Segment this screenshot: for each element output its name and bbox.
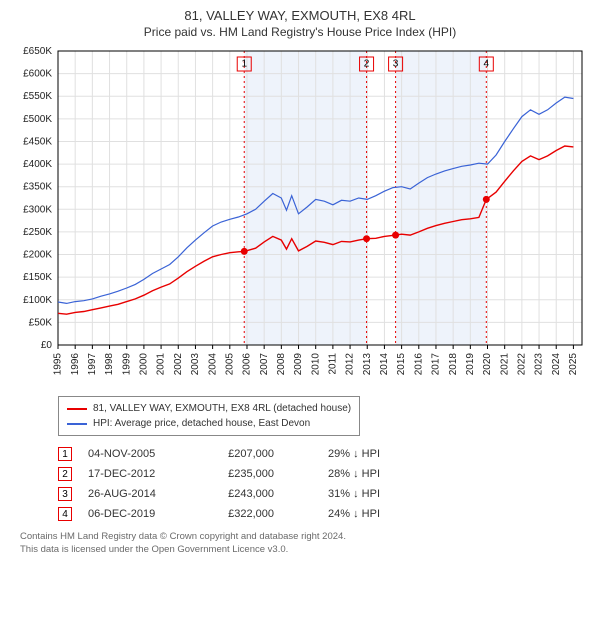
svg-text:2004: 2004: [207, 353, 218, 376]
svg-text:2001: 2001: [156, 353, 167, 376]
svg-text:2008: 2008: [276, 353, 287, 376]
sales-table: 1 04-NOV-2005 £207,000 29% ↓ HPI 2 17-DEC-201…: [58, 444, 590, 524]
title-line-1: 81, VALLEY WAY, EXMOUTH, EX8 4RL: [10, 8, 590, 23]
svg-text:£600K: £600K: [23, 69, 52, 80]
svg-text:£500K: £500K: [23, 114, 52, 125]
svg-text:2012: 2012: [345, 353, 356, 376]
svg-text:2009: 2009: [293, 353, 304, 376]
sale-diff: 28% ↓ HPI: [290, 468, 380, 480]
sale-marker: 1: [58, 447, 72, 461]
svg-text:2011: 2011: [328, 353, 339, 375]
legend-swatch: [67, 408, 87, 410]
legend-item: 81, VALLEY WAY, EXMOUTH, EX8 4RL (detach…: [67, 401, 351, 416]
svg-text:£650K: £650K: [23, 46, 52, 57]
svg-text:£0: £0: [41, 340, 53, 351]
sale-row: 2 17-DEC-2012 £235,000 28% ↓ HPI: [58, 464, 590, 484]
legend-label: 81, VALLEY WAY, EXMOUTH, EX8 4RL (detach…: [93, 401, 351, 416]
svg-text:2002: 2002: [173, 353, 184, 376]
svg-text:1996: 1996: [70, 353, 81, 376]
chart-titles: 81, VALLEY WAY, EXMOUTH, EX8 4RL Price p…: [10, 8, 590, 39]
svg-text:2020: 2020: [482, 353, 493, 376]
svg-text:2025: 2025: [568, 353, 579, 376]
svg-text:£200K: £200K: [23, 250, 52, 261]
svg-text:2013: 2013: [362, 353, 373, 376]
svg-text:2023: 2023: [534, 353, 545, 376]
svg-text:2006: 2006: [242, 353, 253, 376]
svg-text:£300K: £300K: [23, 204, 52, 215]
svg-text:2005: 2005: [224, 353, 235, 376]
legend-item: HPI: Average price, detached house, East…: [67, 416, 351, 431]
legend-label: HPI: Average price, detached house, East…: [93, 416, 310, 431]
sale-diff: 29% ↓ HPI: [290, 448, 380, 460]
footer-text: Contains HM Land Registry data © Crown c…: [20, 530, 590, 557]
footer-line-2: This data is licensed under the Open Gov…: [20, 543, 590, 556]
sale-diff: 31% ↓ HPI: [290, 488, 380, 500]
sale-row: 3 26-AUG-2014 £243,000 31% ↓ HPI: [58, 484, 590, 504]
svg-text:2015: 2015: [396, 353, 407, 376]
svg-text:£400K: £400K: [23, 159, 52, 170]
svg-text:1: 1: [241, 59, 247, 70]
svg-text:2021: 2021: [499, 353, 510, 376]
svg-text:2: 2: [364, 59, 370, 70]
sale-row: 1 04-NOV-2005 £207,000 29% ↓ HPI: [58, 444, 590, 464]
sale-marker: 4: [58, 507, 72, 521]
svg-text:2022: 2022: [517, 353, 528, 376]
svg-text:2003: 2003: [190, 353, 201, 376]
svg-text:2018: 2018: [448, 353, 459, 376]
svg-text:1997: 1997: [87, 353, 98, 376]
legend-swatch: [67, 423, 87, 425]
sale-price: £235,000: [204, 468, 274, 480]
svg-text:£50K: £50K: [29, 317, 53, 328]
sale-diff: 24% ↓ HPI: [290, 508, 380, 520]
svg-text:1995: 1995: [53, 353, 64, 376]
svg-text:2019: 2019: [465, 353, 476, 376]
sale-price: £322,000: [204, 508, 274, 520]
chart: £0 £50K £100K £150K £200K £250K £300K £350K £400…: [10, 45, 590, 390]
svg-text:2024: 2024: [551, 353, 562, 376]
title-line-2: Price paid vs. HM Land Registry's House …: [10, 25, 590, 39]
sale-marker: 3: [58, 487, 72, 501]
svg-text:£250K: £250K: [23, 227, 52, 238]
svg-text:2010: 2010: [310, 353, 321, 376]
svg-text:2017: 2017: [431, 353, 442, 376]
sale-date: 17-DEC-2012: [88, 468, 188, 480]
footer-line-1: Contains HM Land Registry data © Crown c…: [20, 530, 590, 543]
svg-text:4: 4: [484, 59, 490, 70]
sale-price: £207,000: [204, 448, 274, 460]
chart-svg: £0 £50K £100K £150K £200K £250K £300K £350K £400…: [10, 45, 590, 390]
legend-box: 81, VALLEY WAY, EXMOUTH, EX8 4RL (detach…: [58, 396, 360, 436]
svg-text:£450K: £450K: [23, 136, 52, 147]
svg-text:2014: 2014: [379, 353, 390, 376]
sale-row: 4 06-DEC-2019 £322,000 24% ↓ HPI: [58, 504, 590, 524]
svg-text:£150K: £150K: [23, 272, 52, 283]
svg-text:£550K: £550K: [23, 91, 52, 102]
svg-text:3: 3: [393, 59, 399, 70]
svg-text:1998: 1998: [104, 353, 115, 376]
sale-date: 06-DEC-2019: [88, 508, 188, 520]
svg-text:2016: 2016: [413, 353, 424, 376]
svg-text:2007: 2007: [259, 353, 270, 376]
svg-text:2000: 2000: [139, 353, 150, 376]
svg-text:£350K: £350K: [23, 182, 52, 193]
sale-price: £243,000: [204, 488, 274, 500]
sale-marker: 2: [58, 467, 72, 481]
svg-text:1999: 1999: [121, 353, 132, 376]
svg-text:£100K: £100K: [23, 295, 52, 306]
sale-date: 26-AUG-2014: [88, 488, 188, 500]
sale-date: 04-NOV-2005: [88, 448, 188, 460]
